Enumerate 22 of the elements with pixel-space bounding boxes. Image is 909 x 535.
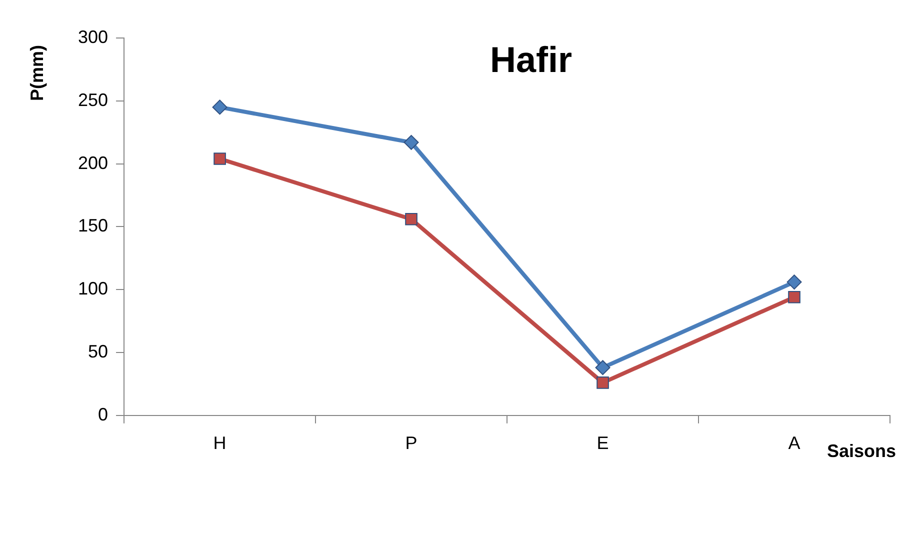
- point: [786, 274, 802, 290]
- point: [788, 290, 800, 304]
- y-tick-label: 300: [78, 26, 108, 47]
- point: [212, 100, 228, 115]
- y-tick-label: 100: [78, 278, 108, 299]
- point: [214, 152, 226, 165]
- chart-title: Hafir: [490, 38, 572, 80]
- y-tick-label: 250: [78, 90, 108, 110]
- y-tick-label: 0: [98, 404, 108, 424]
- point: [596, 376, 609, 389]
- y-tick-label: 150: [78, 216, 108, 236]
- x-tick-label: H: [213, 433, 226, 454]
- x-tick-label: A: [788, 433, 800, 454]
- x-tick-label: P: [405, 433, 418, 454]
- y-tick-label: 200: [78, 152, 108, 173]
- point: [405, 212, 418, 226]
- y-axis-title: P(mm): [26, 44, 47, 102]
- point: [404, 134, 419, 150]
- x-tick-label: E: [596, 433, 609, 454]
- y-tick-label: 50: [88, 341, 108, 362]
- point: [595, 360, 610, 376]
- x-axis-title: Saisons: [827, 440, 896, 461]
